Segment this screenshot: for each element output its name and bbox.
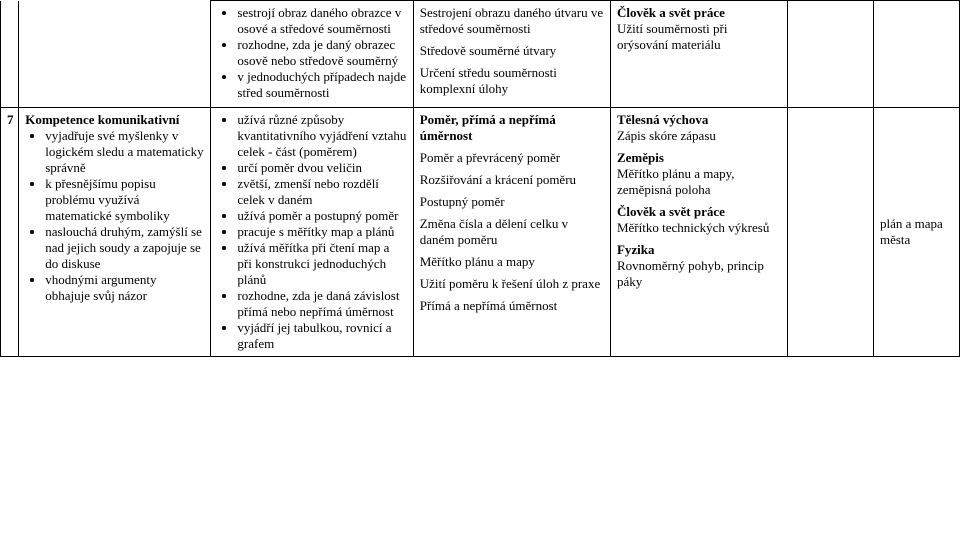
paragraph: Měřítko plánu a mapy, zeměpisná poloha bbox=[617, 166, 735, 197]
list-item: naslouchá druhým, zamýšlí se nad jejich … bbox=[45, 224, 204, 272]
paragraph: Změna čísla a dělení celku v daném poměr… bbox=[420, 216, 604, 248]
paragraph: Měřítko plánu a mapy bbox=[420, 254, 604, 270]
row-number: 7 bbox=[1, 108, 19, 357]
paragraph: Určení středu souměrnosti komplexní úloh… bbox=[420, 65, 604, 97]
list-item: rozhodne, zda je daný obrazec osově nebo… bbox=[237, 37, 406, 69]
top-col6 bbox=[787, 1, 873, 108]
outcomes-list: užívá různé způsoby kvantitativního vyjá… bbox=[217, 112, 406, 352]
paragraph: Sestrojení obrazu daného útvaru ve střed… bbox=[420, 5, 604, 37]
list-item: užívá poměr a postupný poměr bbox=[237, 208, 406, 224]
topic-title: Poměr, přímá a nepřímá úměrnost bbox=[420, 112, 604, 144]
list-item: vyjádří jej tabulkou, rovnicí a grafem bbox=[237, 320, 406, 352]
top-col3: sestrojí obraz daného obrazce v osové a … bbox=[211, 1, 413, 108]
bottom-col7: plán a mapa města bbox=[873, 108, 959, 357]
list-item: vhodnými argumenty obhajuje svůj názor bbox=[45, 272, 204, 304]
curriculum-table: sestrojí obraz daného obrazce v osové a … bbox=[0, 0, 960, 357]
section-title: Zeměpis bbox=[617, 150, 664, 165]
paragraph: Přímá a nepřímá úměrnost bbox=[420, 298, 604, 314]
paragraph: Užití souměrnosti při orýsování materiál… bbox=[617, 21, 728, 52]
top-col2 bbox=[19, 1, 211, 108]
section-title: Tělesná výchova bbox=[617, 112, 708, 127]
bottom-col4: Poměr, přímá a nepřímá úměrnost Poměr a … bbox=[413, 108, 610, 357]
section-title: Člověk a svět práce bbox=[617, 5, 725, 20]
list-item: určí poměr dvou veličin bbox=[237, 160, 406, 176]
paragraph: Zápis skóre zápasu bbox=[617, 128, 716, 143]
bottom-col2: Kompetence komunikativní vyjadřuje své m… bbox=[19, 108, 211, 357]
list-item: pracuje s měřítky map a plánů bbox=[237, 224, 406, 240]
paragraph: Užití poměru k řešení úloh z praxe bbox=[420, 276, 604, 292]
section-title: Fyzika bbox=[617, 242, 655, 257]
list-item: rozhodne, zda je daná závislost přímá ne… bbox=[237, 288, 406, 320]
list-item: v jednoduchých případech najde střed sou… bbox=[237, 69, 406, 101]
bottom-col6 bbox=[787, 108, 873, 357]
paragraph: Postupný poměr bbox=[420, 194, 604, 210]
list-item: k přesnějšímu popisu problému využívá ma… bbox=[45, 176, 204, 224]
list-item: sestrojí obraz daného obrazce v osové a … bbox=[237, 5, 406, 37]
top-col5: Člověk a svět práce Užití souměrnosti př… bbox=[610, 1, 787, 108]
competence-list: vyjadřuje své myšlenky v logickém sledu … bbox=[25, 128, 204, 304]
bottom-col3: užívá různé způsoby kvantitativního vyjá… bbox=[211, 108, 413, 357]
paragraph: Středově souměrné útvary bbox=[420, 43, 604, 59]
competence-heading: Kompetence komunikativní bbox=[25, 112, 204, 128]
section-title: Člověk a svět práce bbox=[617, 204, 725, 219]
paragraph: Měřítko technických výkresů bbox=[617, 220, 769, 235]
row-bottom: 7 Kompetence komunikativní vyjadřuje své… bbox=[1, 108, 960, 357]
list-item: užívá různé způsoby kvantitativního vyjá… bbox=[237, 112, 406, 160]
note-text: plán a mapa města bbox=[880, 216, 943, 247]
paragraph: Rovnoměrný pohyb, princip páky bbox=[617, 258, 764, 289]
top-col4: Sestrojení obrazu daného útvaru ve střed… bbox=[413, 1, 610, 108]
top-col1 bbox=[1, 1, 19, 108]
list-item: vyjadřuje své myšlenky v logickém sledu … bbox=[45, 128, 204, 176]
paragraph: Rozšiřování a krácení poměru bbox=[420, 172, 604, 188]
list-item: zvětší, zmenší nebo rozdělí celek v dané… bbox=[237, 176, 406, 208]
bottom-col5: Tělesná výchova Zápis skóre zápasu Zeměp… bbox=[610, 108, 787, 357]
list-item: užívá měřítka při čtení map a při konstr… bbox=[237, 240, 406, 288]
row-top: sestrojí obraz daného obrazce v osové a … bbox=[1, 1, 960, 108]
top-col7 bbox=[873, 1, 959, 108]
paragraph: Poměr a převrácený poměr bbox=[420, 150, 604, 166]
top-col3-list: sestrojí obraz daného obrazce v osové a … bbox=[217, 5, 406, 101]
